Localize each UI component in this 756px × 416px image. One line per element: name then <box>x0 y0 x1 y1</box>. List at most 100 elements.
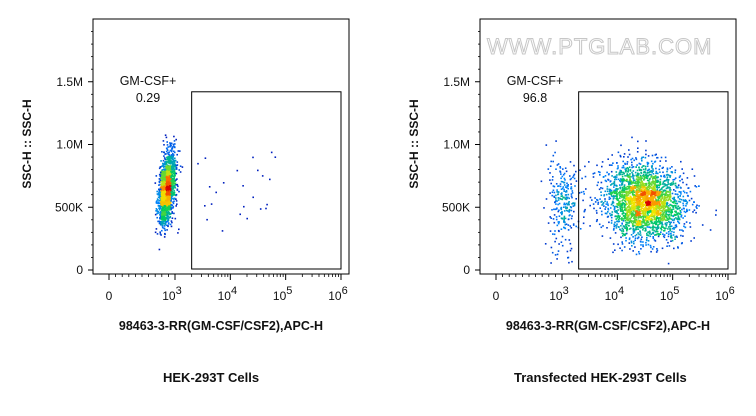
event-dot <box>655 199 658 202</box>
event-dot <box>168 158 170 161</box>
event-dot <box>667 183 670 185</box>
event-dot <box>642 191 644 193</box>
event-dot <box>648 207 650 210</box>
event-dot <box>555 183 558 185</box>
event-dot <box>168 205 171 207</box>
event-dot <box>686 177 689 179</box>
event-dot <box>661 216 663 218</box>
event-dot <box>630 216 632 219</box>
event-dot <box>657 179 659 182</box>
event-dot <box>645 177 648 179</box>
event-dot <box>652 193 654 195</box>
event-dot <box>666 217 669 220</box>
event-dot <box>644 211 647 213</box>
event-dot <box>630 186 632 189</box>
event-dot <box>650 196 652 198</box>
event-dot <box>677 205 679 208</box>
event-dot <box>584 175 587 178</box>
event-dot <box>665 187 668 190</box>
event-dot <box>162 175 164 178</box>
event-dot <box>635 220 638 222</box>
event-dot <box>644 165 647 168</box>
event-dot <box>634 171 637 174</box>
x-tick-label: 0 <box>493 289 500 303</box>
gate-rect[interactable] <box>191 91 342 270</box>
event-dot <box>637 190 639 192</box>
event-dot <box>556 164 559 166</box>
event-dot <box>674 184 677 187</box>
event-dot <box>596 199 599 201</box>
event-dot <box>671 183 674 186</box>
event-dot <box>156 216 158 219</box>
event-dot <box>678 200 680 203</box>
event-dot <box>678 207 680 210</box>
event-dot <box>654 213 656 215</box>
event-dot <box>673 178 676 181</box>
event-dot <box>658 202 660 204</box>
event-dot <box>605 206 607 208</box>
event-dot <box>624 215 626 217</box>
event-dot <box>612 229 615 231</box>
event-dot <box>624 203 626 206</box>
event-dot <box>675 217 677 219</box>
event-dot <box>169 213 172 215</box>
event-dot <box>172 172 175 175</box>
event-dot <box>644 227 647 229</box>
event-dot <box>632 225 634 227</box>
event-dot <box>671 218 673 221</box>
event-dot <box>550 160 552 163</box>
event-dot <box>670 209 672 211</box>
event-dot <box>625 167 627 170</box>
event-dot <box>676 212 678 214</box>
event-dot <box>670 200 672 202</box>
event-dot <box>565 207 567 210</box>
event-dot <box>659 196 661 199</box>
event-dot <box>651 195 653 197</box>
event-dot <box>665 194 667 196</box>
event-dot <box>663 213 665 216</box>
event-dot <box>651 198 653 200</box>
event-dot <box>173 146 176 148</box>
event-dot <box>178 190 180 193</box>
event-dot <box>642 244 644 246</box>
event-dot <box>655 201 658 203</box>
event-dot <box>670 182 673 185</box>
event-dot <box>665 174 668 176</box>
event-dot <box>615 218 617 220</box>
event-dot <box>614 232 617 234</box>
event-dot <box>160 176 163 179</box>
event-dot <box>171 212 174 214</box>
event-dot <box>563 177 566 180</box>
event-dot <box>669 176 671 178</box>
event-dot <box>174 182 176 185</box>
event-dot <box>571 203 573 205</box>
event-dot <box>643 227 645 229</box>
event-dot <box>165 208 167 211</box>
event-dot <box>172 164 175 166</box>
event-dot <box>648 232 651 235</box>
event-dot <box>666 202 668 205</box>
event-dot <box>651 229 654 231</box>
event-dot <box>166 197 169 200</box>
event-dot <box>564 167 567 169</box>
event-dot <box>644 208 647 210</box>
event-dot <box>651 200 654 202</box>
event-dot <box>558 209 560 212</box>
event-dot <box>622 171 625 174</box>
gate-rect[interactable] <box>578 91 729 270</box>
event-dot <box>637 224 639 227</box>
event-dot <box>560 195 563 197</box>
event-dot <box>656 212 658 215</box>
event-dot <box>668 198 670 201</box>
event-dot <box>610 191 612 194</box>
event-dot <box>161 218 163 220</box>
event-dot <box>668 195 670 198</box>
event-dot <box>638 226 641 228</box>
event-dot <box>665 192 667 194</box>
event-dot <box>171 169 173 171</box>
event-dot <box>654 230 657 233</box>
event-dot <box>158 188 160 191</box>
event-dot <box>636 206 638 209</box>
event-dot <box>167 166 170 169</box>
